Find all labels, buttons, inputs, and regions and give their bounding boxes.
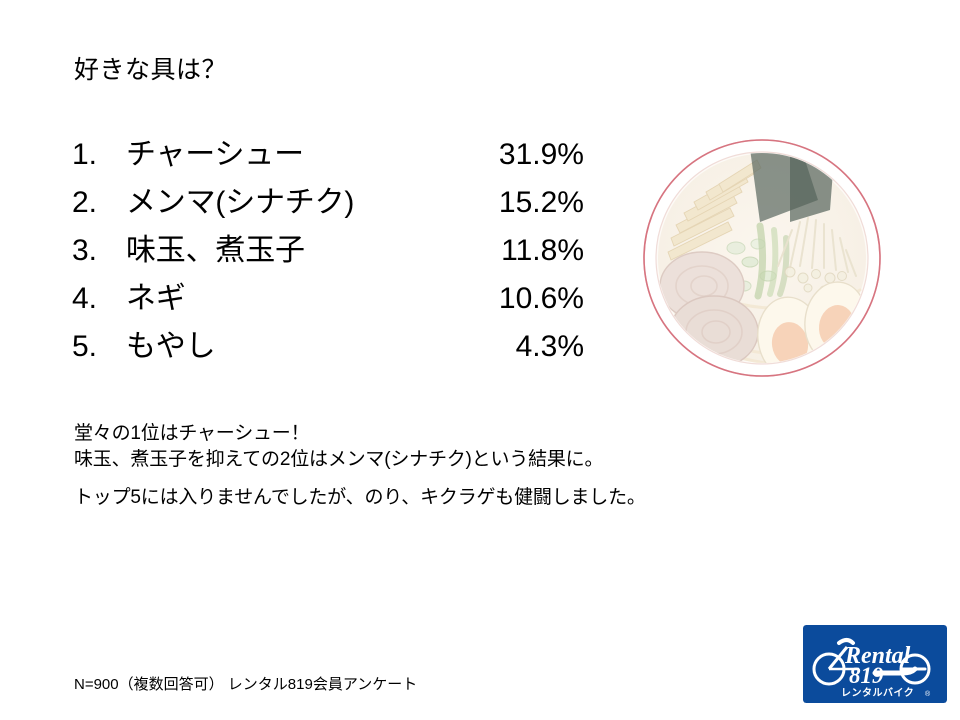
rank-label: 味玉、煮玉子 <box>126 234 305 267</box>
list-item: 5. もやし 4.3% <box>72 323 584 371</box>
nori-seaweed <box>748 153 836 222</box>
logo-tagline-text: レンタルバイク <box>841 687 914 699</box>
rank-number: 5. <box>72 330 98 363</box>
menma-bamboo-shoots <box>667 159 762 261</box>
motorcycle-body-icon <box>827 638 927 676</box>
logo-trademark-text: ® <box>925 690 931 698</box>
rank-percentage: 10.6% <box>498 282 584 315</box>
bowl-rim-highlight <box>643 139 881 377</box>
rank-label: メンマ(シナチク) <box>126 186 355 219</box>
page-title: 好きな具は？ <box>74 56 228 84</box>
commentary-block: 堂々の1位はチャーシュー！ 味玉、煮玉子を抑えての2位はメンマ(シナチク)という… <box>74 421 774 511</box>
rank-label: チャーシュー <box>126 138 304 171</box>
list-item: 2. メンマ(シナチク) 15.2% <box>72 179 584 227</box>
list-item: 4. ネギ 10.6% <box>72 275 584 323</box>
rank-percentage: 11.8% <box>501 234 584 267</box>
list-item: 1. チャーシュー 31.9% <box>72 131 584 179</box>
chashu-pork <box>659 251 759 363</box>
rank-percentage: 4.3% <box>515 330 584 363</box>
rank-label: もやし <box>126 330 216 363</box>
logo-brand-text: Rental <box>844 643 911 669</box>
ranking-list: 1. チャーシュー 31.9% 2. メンマ(シナチク) 15.2% 3. 味玉… <box>72 131 584 371</box>
rank-number: 3. <box>72 234 98 267</box>
list-item: 3. 味玉、煮玉子 11.8% <box>72 227 584 275</box>
rank-number: 4. <box>72 282 98 315</box>
commentary-line-1: 堂々の1位はチャーシュー！ <box>74 423 310 444</box>
rank-percentage: 15.2% <box>498 186 584 219</box>
rank-label: ネギ <box>126 282 186 315</box>
ramen-bowl-illustration <box>640 126 890 386</box>
commentary-line-2: 味玉、煮玉子を抑えての2位はメンマ(シナチク)という結果に。 <box>74 449 604 470</box>
footnote: N=900（複数回答可） レンタル819会員アンケート <box>74 676 418 693</box>
brand-logo[interactable]: Rental 819 レンタルバイク ® <box>803 625 947 703</box>
green-onion <box>723 222 790 300</box>
commentary-line-3: トップ5には入りませんでしたが、のり、キクラゲも健闘しました。 <box>74 487 646 508</box>
rank-percentage: 31.9% <box>498 138 584 171</box>
rank-number: 1. <box>72 138 98 171</box>
logo-number-text: 819 <box>849 663 884 688</box>
rank-number: 2. <box>72 186 98 219</box>
bean-sprouts <box>777 217 857 277</box>
